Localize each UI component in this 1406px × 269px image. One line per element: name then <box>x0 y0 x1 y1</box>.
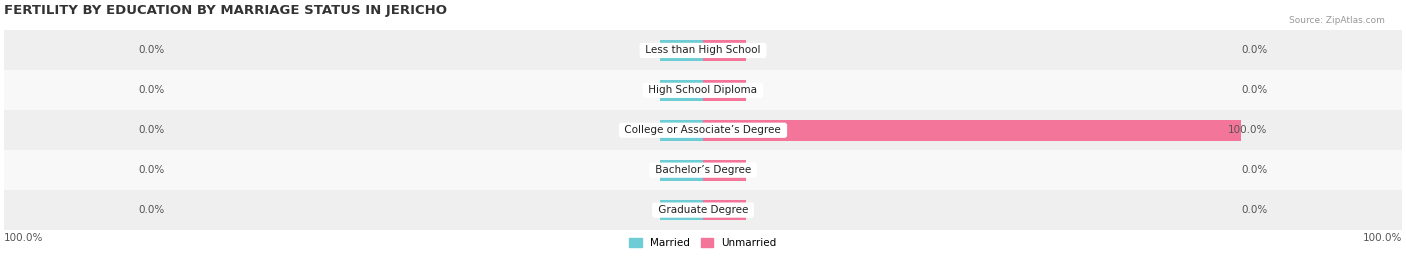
Text: 0.0%: 0.0% <box>139 125 165 135</box>
Legend: Married, Unmarried: Married, Unmarried <box>626 234 780 252</box>
Text: 100.0%: 100.0% <box>1227 125 1267 135</box>
Bar <box>659 120 703 141</box>
Text: 0.0%: 0.0% <box>1241 165 1267 175</box>
Bar <box>4 110 1402 150</box>
Bar <box>703 120 1240 141</box>
Bar <box>4 190 1402 230</box>
Text: 100.0%: 100.0% <box>4 233 44 243</box>
Bar <box>703 200 747 221</box>
Text: 0.0%: 0.0% <box>1241 205 1267 215</box>
Text: 0.0%: 0.0% <box>139 45 165 55</box>
Bar <box>659 80 703 101</box>
Text: 100.0%: 100.0% <box>1362 233 1402 243</box>
Bar <box>703 160 747 180</box>
Text: 0.0%: 0.0% <box>139 205 165 215</box>
Text: College or Associate’s Degree: College or Associate’s Degree <box>621 125 785 135</box>
Bar <box>703 40 747 61</box>
Text: FERTILITY BY EDUCATION BY MARRIAGE STATUS IN JERICHO: FERTILITY BY EDUCATION BY MARRIAGE STATU… <box>4 4 447 17</box>
Text: 0.0%: 0.0% <box>1241 45 1267 55</box>
Bar <box>4 150 1402 190</box>
Bar <box>703 80 747 101</box>
Text: Graduate Degree: Graduate Degree <box>655 205 751 215</box>
Text: Bachelor’s Degree: Bachelor’s Degree <box>652 165 754 175</box>
Text: 0.0%: 0.0% <box>139 165 165 175</box>
Text: High School Diploma: High School Diploma <box>645 85 761 95</box>
Bar <box>659 160 703 180</box>
Text: 0.0%: 0.0% <box>1241 85 1267 95</box>
Bar <box>4 70 1402 110</box>
Text: Less than High School: Less than High School <box>643 45 763 55</box>
Text: Source: ZipAtlas.com: Source: ZipAtlas.com <box>1289 16 1385 25</box>
Bar <box>4 30 1402 70</box>
Bar <box>659 40 703 61</box>
Bar <box>659 200 703 221</box>
Text: 0.0%: 0.0% <box>139 85 165 95</box>
